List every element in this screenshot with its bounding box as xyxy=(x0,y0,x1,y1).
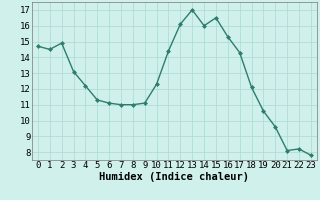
X-axis label: Humidex (Indice chaleur): Humidex (Indice chaleur) xyxy=(100,172,249,182)
